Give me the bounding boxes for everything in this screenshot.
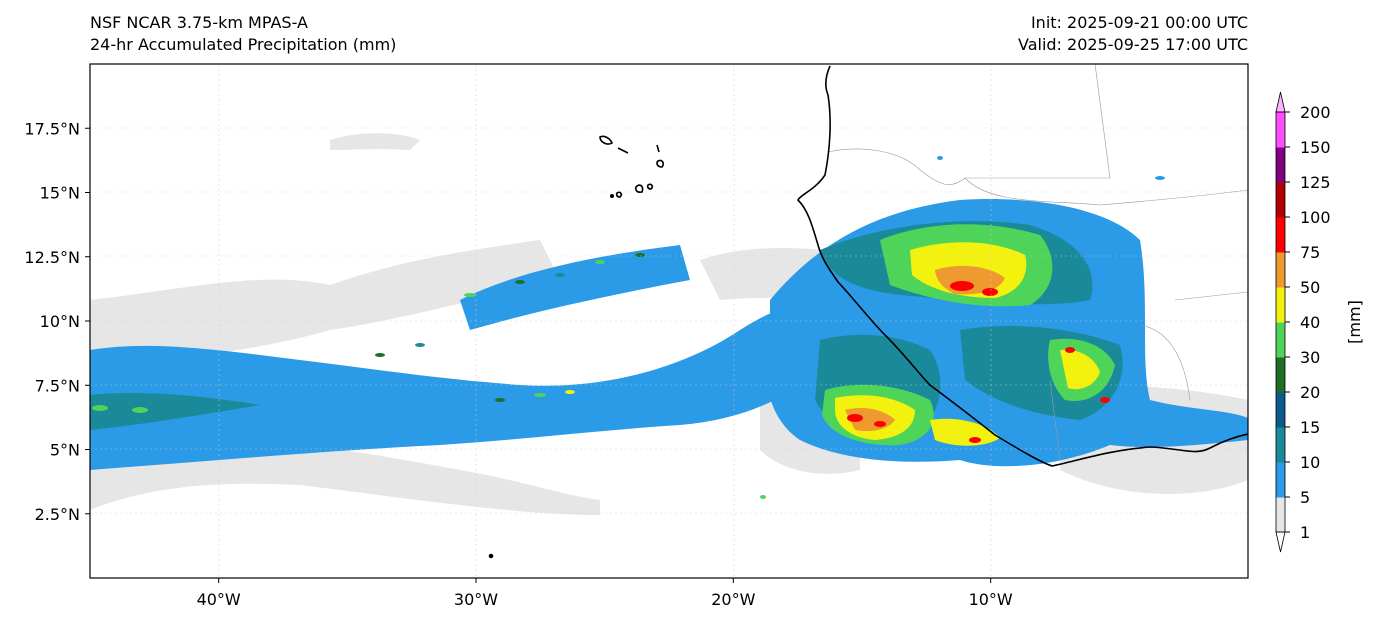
colorbar-swatch [1276, 392, 1285, 428]
y-tick-label: 15°N [40, 184, 80, 203]
x-tick-label: 20°W [711, 590, 755, 609]
colorbar-tick-label: 30 [1300, 348, 1320, 367]
country-borders [827, 64, 1248, 461]
colorbar-tick-label: 100 [1300, 208, 1331, 227]
colorbar-tick-label: 15 [1300, 418, 1320, 437]
y-tick-label: 12.5°N [24, 248, 80, 267]
valid-time: Valid: 2025-09-25 17:00 UTC [1017, 35, 1248, 54]
model-title: NSF NCAR 3.75-km MPAS-A [90, 13, 308, 32]
colorbar-tick-label: 10 [1300, 453, 1320, 472]
y-tick-label: 10°N [40, 312, 80, 331]
y-tick-label: 5°N [50, 441, 80, 460]
colorbar-tick-label: 150 [1300, 138, 1331, 157]
colorbar-tick-label: 20 [1300, 383, 1320, 402]
y-tick-label: 17.5°N [24, 119, 80, 138]
colorbar-tick-label: 50 [1300, 278, 1320, 297]
colorbar-extend-max [1275, 91, 1286, 113]
x-tick-label: 30°W [454, 590, 498, 609]
gridlines [90, 64, 1248, 578]
colorbar-extend-min [1275, 531, 1286, 553]
colorbar-tick-label: 5 [1300, 488, 1310, 507]
colorbar-swatch [1276, 462, 1285, 498]
colorbar-swatch [1276, 182, 1285, 218]
colorbar-swatch [1276, 497, 1285, 533]
colorbar-swatch [1276, 252, 1285, 288]
colorbar-unit-label: [mm] [1345, 300, 1364, 344]
colorbar-swatch [1276, 322, 1285, 358]
colorbar-swatch [1276, 217, 1285, 253]
colorbar-tick-label: 1 [1300, 523, 1310, 542]
y-tick-label: 7.5°N [35, 376, 80, 395]
precip-scattered-cells [92, 156, 1165, 499]
field-title: 24-hr Accumulated Precipitation (mm) [90, 35, 397, 54]
colorbar-swatch [1276, 112, 1285, 148]
colorbar-swatch [1276, 287, 1285, 323]
longitude-axis: 40°W 30°W 20°W 10°W [197, 578, 1013, 609]
colorbar-swatch [1276, 427, 1285, 463]
x-tick-label: 40°W [197, 590, 241, 609]
colorbar-swatch [1276, 357, 1285, 393]
coastlines [488, 65, 1248, 559]
init-time: Init: 2025-09-21 00:00 UTC [1030, 13, 1248, 32]
colorbar-tick-label: 125 [1300, 173, 1331, 192]
colorbar-tick-label: 200 [1300, 103, 1331, 122]
x-tick-label: 10°W [969, 590, 1013, 609]
colorbar-swatch [1276, 147, 1285, 183]
latitude-axis: 17.5°N 15°N 12.5°N 10°N 7.5°N 5°N 2.5°N [24, 119, 90, 524]
colorbar-tick-label: 40 [1300, 313, 1320, 332]
colorbar-tick-label: 75 [1300, 243, 1320, 262]
y-tick-label: 2.5°N [35, 505, 80, 524]
precip-75-100-field [847, 281, 1110, 443]
